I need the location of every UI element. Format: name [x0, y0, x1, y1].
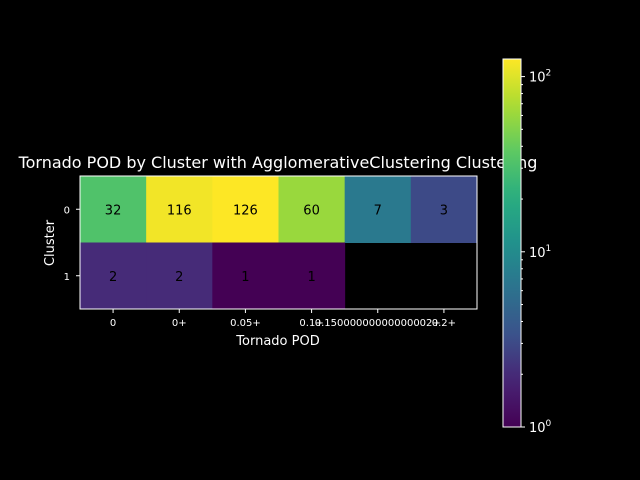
- x-tick-label: 0.15000000000000002+: [315, 318, 441, 329]
- heatmap-cell-labels: 32 116 126 60 7 32 2 1 1: [105, 203, 448, 285]
- heatmap-cell: [278, 242, 346, 310]
- heatmap-cells: [80, 176, 478, 310]
- x-tick-label: 0+: [172, 318, 187, 329]
- cell-value-label: 126: [233, 203, 258, 218]
- heatmap-cell: [410, 176, 478, 243]
- x-axis-label: Tornado POD: [235, 334, 319, 349]
- plot-frame: [79, 175, 478, 310]
- heatmap-cell: [344, 176, 412, 243]
- y-tick-label: 0: [64, 205, 70, 216]
- x-tick-label: 0: [110, 318, 116, 329]
- cell-value-label: 60: [303, 203, 320, 218]
- heatmap-cell: [212, 242, 279, 310]
- cell-value-label: 3: [440, 203, 448, 218]
- x-tick-label: 0.1+: [299, 318, 323, 329]
- x-axis-ticks: 0 0+ 0.05+ 0.1+0.15000000000000002+0.2+: [110, 309, 456, 329]
- colorbar-tick-label: 101: [529, 244, 551, 261]
- heatmap-cell: [80, 176, 147, 243]
- x-tick-label: 0.05+: [230, 318, 261, 329]
- cell-value-label: 1: [307, 270, 315, 285]
- colorbar-tick-label: 102: [529, 69, 551, 86]
- cell-value-label: 116: [167, 203, 192, 218]
- heatmap-cell: [212, 176, 279, 243]
- x-tick-label: 0.2+: [432, 318, 456, 329]
- colorbar-tick-label: 100: [529, 419, 552, 436]
- cell-value-label: 7: [374, 203, 382, 218]
- y-axis-ticks: 01: [64, 205, 80, 283]
- cell-value-label: 2: [109, 270, 117, 285]
- y-tick-label: 1: [64, 272, 70, 283]
- cell-value-label: 32: [105, 203, 122, 218]
- heatmap-cell: [146, 242, 213, 310]
- y-axis-label: Cluster: [43, 219, 58, 266]
- heatmap-cell: [80, 242, 147, 310]
- heatmap-cell: [278, 176, 346, 243]
- cell-value-label: 1: [241, 270, 249, 285]
- heatmap-cell: [146, 176, 213, 243]
- colorbar-ticks: 100 101 102: [521, 69, 552, 436]
- colorbar: [502, 58, 522, 428]
- chart-title: Tornado POD by Cluster with Agglomerativ…: [18, 153, 538, 172]
- cell-value-label: 2: [175, 270, 183, 285]
